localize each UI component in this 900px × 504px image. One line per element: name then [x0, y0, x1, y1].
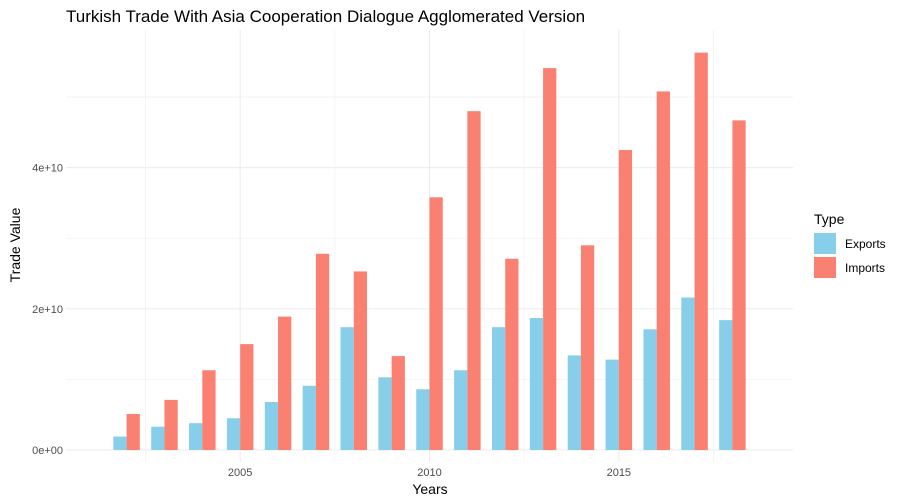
- legend-swatch-imports: [814, 257, 836, 278]
- x-axis-ticks: 2005 2010 2015: [228, 467, 631, 479]
- bar-exports-2007: [302, 385, 316, 450]
- bar-imports-2009: [391, 356, 405, 450]
- legend-label-imports: Imports: [845, 261, 885, 275]
- y-axis-ticks: 0e+00 2e+10 4e+10: [32, 163, 63, 457]
- bar-exports-2011: [454, 370, 468, 450]
- y-tick-label: 2e+10: [32, 304, 63, 316]
- bar-imports-2010: [429, 197, 443, 450]
- x-tick-label: 2005: [228, 467, 252, 479]
- bar-exports-2012: [491, 327, 506, 450]
- bar-imports-2005: [240, 344, 254, 450]
- bar-exports-2002: [113, 436, 127, 450]
- bar-exports-2015: [605, 359, 619, 450]
- bar-imports-2007: [315, 253, 330, 450]
- bar-exports-2014: [567, 355, 581, 450]
- y-tick-label: 4e+10: [32, 163, 63, 175]
- bar-exports-2013: [529, 318, 544, 450]
- bar-imports-2015: [618, 150, 633, 450]
- bar-exports-2017: [681, 297, 695, 450]
- bar-exports-2016: [643, 329, 657, 450]
- bar-exports-2003: [151, 426, 165, 450]
- y-tick-label: 0e+00: [32, 445, 63, 457]
- chart-title: Turkish Trade With Asia Cooperation Dial…: [66, 7, 585, 26]
- legend-label-exports: Exports: [845, 237, 886, 251]
- bar-imports-2008: [353, 271, 368, 450]
- bar-exports-2005: [226, 418, 241, 450]
- bar-exports-2006: [264, 402, 279, 450]
- x-axis-title: Years: [412, 481, 447, 497]
- legend-title: Type: [814, 211, 845, 227]
- bar-imports-2011: [467, 111, 481, 451]
- bar-imports-2003: [164, 399, 178, 450]
- bars: [113, 52, 746, 451]
- legend-swatch-exports: [814, 233, 836, 254]
- x-tick-label: 2015: [607, 467, 631, 479]
- bar-imports-2018: [732, 120, 746, 451]
- bar-imports-2013: [543, 68, 557, 450]
- legend: Type Exports Imports: [814, 211, 886, 278]
- bar-exports-2010: [416, 389, 430, 450]
- bar-imports-2004: [202, 370, 216, 450]
- bar-imports-2016: [656, 91, 670, 450]
- y-axis-title: Trade Value: [7, 207, 23, 282]
- bar-exports-2018: [719, 320, 733, 450]
- bar-imports-2006: [278, 316, 292, 450]
- bar-exports-2004: [189, 423, 203, 450]
- bar-exports-2008: [340, 327, 354, 450]
- bar-imports-2002: [126, 414, 140, 450]
- bar-exports-2009: [378, 377, 392, 450]
- bar-imports-2014: [580, 245, 595, 450]
- bar-imports-2017: [694, 52, 708, 451]
- grid-lines: [66, 30, 793, 462]
- x-tick-label: 2010: [417, 467, 441, 479]
- bar-imports-2012: [505, 258, 519, 450]
